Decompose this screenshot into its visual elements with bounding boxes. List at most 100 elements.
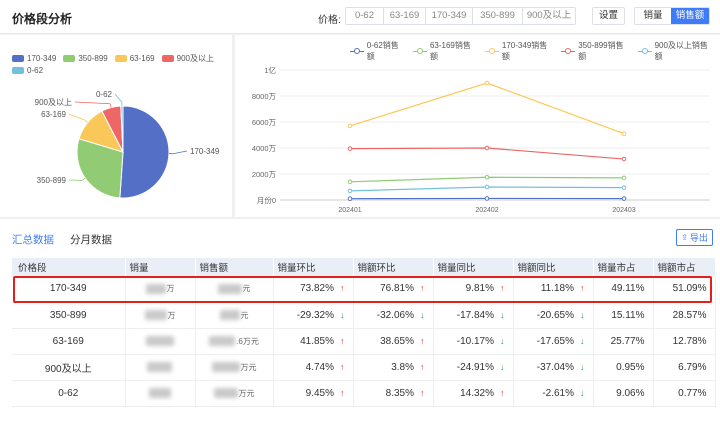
price-range-0-62[interactable]: 0-62 [346,8,384,24]
data-point[interactable] [484,196,490,201]
export-button[interactable]: ⇪ 导出 [676,229,713,246]
pie-slice[interactable] [119,105,170,199]
line-legend-item[interactable]: 350-899销售额 [561,41,630,61]
masked-value [147,361,172,372]
data-point[interactable] [347,123,353,129]
page-title: 价格段分析 [12,12,73,26]
table-row[interactable]: 63-169 .6万元 41.85% ↑ 38.65% ↑ -10.17% ↓ -17.65% ↓… [12,328,716,355]
pie-legend-item[interactable]: 0-62 [12,64,43,76]
line-legend-item[interactable]: 0-62销售额 [350,41,406,61]
cell-vol-mom: -29.32% ↓ [273,302,354,329]
pie-label: 350-899 [37,176,67,185]
table-header-row: 价格段 销量 销售额 销量环比 销额环比 销量同比 销额同比 销量市占 销额市占 [12,258,716,276]
price-range-63-169[interactable]: 63-169 [384,8,426,24]
column-header[interactable]: 销额市占 [653,258,716,276]
legend-label: 0-62 [27,65,44,75]
line-legend-item[interactable]: 170-349销售额 [485,41,554,61]
column-header[interactable]: 销额同比 [513,258,594,276]
series-line[interactable] [349,82,625,135]
data-point[interactable] [621,156,627,162]
column-header[interactable]: 销额环比 [353,258,434,276]
cell-value: -24.91% [456,361,494,373]
legend-line-icon [485,47,499,55]
column-header[interactable]: 销量市占 [593,258,654,276]
y-tick-label: 月份0 [257,195,276,205]
pie-leader-line [114,93,123,107]
toggle-volume[interactable]: 销量 [635,8,671,24]
cell-sales-unit: 万元 [238,388,255,398]
settings-button[interactable]: 设置 [592,7,625,25]
tab-monthly[interactable]: 分月数据 [70,234,112,246]
cell-sales-unit: 万元 [240,362,257,372]
line-chart: 月份0 2000万 4000万 6000万 8000万 1亿 202401 202402 202… [252,65,710,214]
data-point[interactable] [621,175,627,181]
toggle-sales[interactable]: 销售额 [671,8,709,24]
masked-value [217,283,242,294]
cell-segment: 0-62 [12,380,126,407]
legend-swatch [161,54,174,62]
cell-vol-share: 15.11% [593,302,654,329]
data-point[interactable] [347,179,353,185]
column-header[interactable]: 销量 [125,258,196,276]
table-row[interactable]: 0-62 万元 9.45% ↑ 8.35% ↑ 14.32% ↑ -2.61% ↓ 9.06% 0.7… [12,380,716,407]
arrow-down-icon: ↓ [500,309,505,320]
cell-sales-mom: 8.35% ↑ [353,380,434,407]
data-point[interactable] [621,185,627,190]
cell-sales-yoy: -20.65% ↓ [513,302,594,329]
top-bar: 价格段分析 价格: 0-62 63-169 170-349 350-899 90… [0,0,720,34]
data-point[interactable] [484,184,490,190]
masked-value [219,309,240,320]
pie-legend-item[interactable]: 350-899 [63,52,108,64]
legend-label: 63-169销售额 [429,41,471,61]
y-tick-label: 1亿 [264,65,276,75]
column-header[interactable]: 销量环比 [273,258,354,276]
data-point[interactable] [484,145,490,151]
pie-slice[interactable] [76,138,124,199]
price-range-170-349[interactable]: 170-349 [426,8,473,24]
cell-value: 73.82% [300,283,334,295]
tab-summary[interactable]: 汇总数据 [12,234,54,246]
line-legend-item[interactable]: 63-169销售额 [413,41,478,61]
legend-label: 63-169 [129,53,155,63]
pie-legend-item[interactable]: 63-169 [114,52,155,64]
arrow-up-icon: ↑ [420,361,425,372]
cell-volume-unit: 万 [167,310,176,320]
arrow-down-icon: ↓ [580,387,585,398]
pie-label: 0-62 [96,90,113,99]
cell-value: 14.32% [460,387,494,399]
cell-sales-unit: 元 [242,284,251,294]
cell-vol-share: 0.95% [593,354,654,381]
data-point[interactable] [484,80,490,86]
price-label: 价格: [318,15,341,26]
table-row[interactable]: 900及以上 万元 4.74% ↑ 3.8% ↑ -24.91% ↓ -37.04% ↓ 0.95%… [12,354,716,381]
column-header[interactable]: 销售额 [195,258,274,276]
data-point[interactable] [621,196,627,201]
pie-legend-item[interactable]: 900及以上 [161,52,214,64]
price-range-900-plus[interactable]: 900及以上 [523,8,575,24]
table-row[interactable]: 350-899 万元 -29.32% ↓ -32.06% ↓ -17.84% ↓ -20.65%… [12,302,716,329]
column-header[interactable]: 价格段 [12,258,126,276]
cell-sales-unit: .6万元 [236,336,259,346]
x-tick-label: 202401 [338,207,361,214]
arrow-down-icon: ↓ [420,309,425,320]
line-legend-item[interactable]: 900及以上销售额 [637,41,715,61]
price-range-group: 0-62 63-169 170-349 350-899 900及以上 [345,7,576,25]
data-point[interactable] [347,146,353,151]
data-point[interactable] [621,131,627,136]
column-header[interactable]: 销量同比 [433,258,514,276]
data-point[interactable] [347,188,353,194]
cell-sales-share: 6.79% [653,354,716,381]
legend-label: 900及以上销售额 [654,41,708,61]
cell-sales: 万元 [195,354,274,381]
cell-sales-mom: 76.81% ↑ [353,276,434,303]
pie-label: 63-169 [41,110,66,119]
table-row[interactable]: 170-349 万 元 73.82% ↑ 76.81% ↑ 9.81% ↑ 11.18% ↑ 49.1… [12,276,716,303]
pie-legend-item[interactable]: 170-349 [12,52,56,64]
price-range-350-899[interactable]: 350-899 [473,8,523,24]
pie-leader-line [74,101,112,108]
legend-line-icon [561,47,576,55]
data-point[interactable] [347,196,353,201]
data-point[interactable] [484,174,490,180]
legend-label: 350-899 [78,53,108,63]
cell-value: -20.65% [536,309,574,321]
